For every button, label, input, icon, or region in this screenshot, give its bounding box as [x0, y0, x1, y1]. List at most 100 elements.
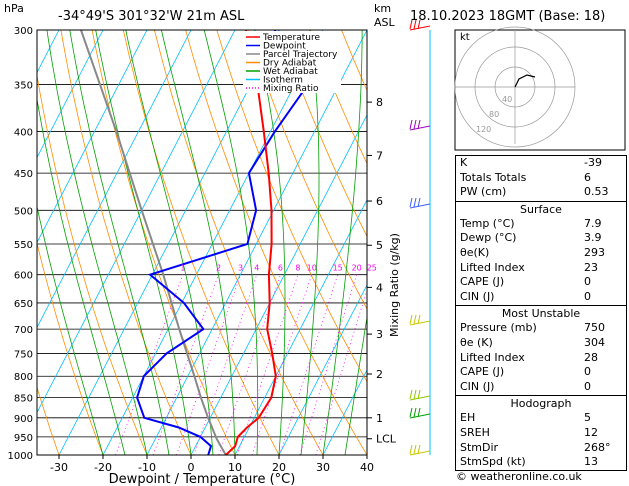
- table-row: CAPE (J) 0: [456, 275, 626, 290]
- height-unit-km: km: [374, 2, 391, 15]
- table-row: EH 5: [456, 411, 626, 426]
- hodograph-unit: kt: [460, 32, 470, 43]
- mixing-ratio-label: 4: [254, 264, 259, 273]
- pressure-tick-label: 400: [14, 128, 33, 139]
- row-value: 23: [584, 260, 598, 274]
- wet-adiabat: [300, 30, 320, 455]
- x-axis-label: Dewpoint / Temperature (°C): [109, 472, 296, 486]
- height-tick-label: 2: [376, 368, 383, 381]
- isotherm: [146, 30, 367, 455]
- wet-adiabat: [125, 30, 214, 455]
- parcel-trajectory-line: [80, 30, 227, 455]
- wind-barb: [409, 444, 431, 456]
- x-tick-label: 40: [360, 461, 374, 474]
- pressure-tick-label: 900: [14, 414, 33, 425]
- wind-barb: [409, 314, 431, 326]
- table-row: θe (K) 304: [456, 336, 626, 351]
- table-row: Totals Totals 6: [456, 171, 626, 186]
- pressure-tick-label: 800: [14, 372, 33, 383]
- row-value: 0.53: [584, 185, 609, 199]
- row-value: 7.9: [584, 216, 602, 230]
- height-tick-label: 5: [376, 239, 383, 252]
- height-tick-label: 8: [376, 96, 383, 109]
- legend-label: Isotherm: [263, 76, 303, 86]
- height-unit-asl: ASL: [374, 16, 396, 29]
- dry-adiabat: [37, 386, 60, 455]
- row-value: 5: [584, 411, 591, 425]
- isotherm: [234, 199, 367, 455]
- table-row: θe(K) 293: [456, 246, 626, 261]
- isotherm: [102, 30, 324, 455]
- mixing-ratio-label: 6: [278, 264, 283, 273]
- hodograph-table-title: Hodograph: [510, 397, 572, 411]
- isotherm: [37, 30, 192, 329]
- height-tick-label: 3: [376, 328, 383, 341]
- wet-adiabat: [344, 314, 367, 455]
- dry-adiabat: [185, 30, 367, 455]
- table-row: Lifted Index 28: [456, 351, 626, 366]
- row-label: EH: [460, 411, 476, 425]
- temperature-line: [225, 30, 277, 455]
- mixing-ratio-line: [218, 274, 281, 455]
- hodograph-table-section: Hodograph EH 5 SREH 12 StmDir 268° StmSpd (kt)…: [456, 395, 626, 469]
- row-label: Totals Totals: [460, 170, 527, 184]
- pressure-tick-label: 550: [14, 240, 33, 251]
- table-row: CIN (J) 0: [456, 380, 626, 395]
- row-label: CAPE (J): [460, 365, 505, 379]
- row-value: 0: [584, 365, 591, 379]
- height-tick-label: 7: [376, 149, 383, 162]
- row-label: CAPE (J): [460, 275, 505, 289]
- hodograph-ring-label: 80: [489, 110, 499, 119]
- table-row: CAPE (J) 0: [456, 365, 626, 380]
- row-label: SREH: [460, 425, 490, 439]
- dewpoint-line: [136, 30, 310, 455]
- row-label: CIN (J): [460, 289, 495, 303]
- mixing-ratio-line: [176, 274, 241, 455]
- mixing-ratio-label: 20: [352, 264, 362, 273]
- mixing-ratio-line: [115, 274, 184, 455]
- row-value: 3.9: [584, 231, 602, 245]
- row-label: Lifted Index: [460, 350, 525, 364]
- mixing-ratio-label: 15: [333, 264, 343, 273]
- table-row: Pressure (mb) 750: [456, 321, 626, 336]
- table-row: StmDir 268°: [456, 441, 626, 456]
- x-tick-label: 20: [272, 461, 286, 474]
- pressure-tick-label: 450: [14, 169, 33, 180]
- credit: © weatheronline.co.uk: [456, 470, 582, 483]
- pressure-tick-label: 500: [14, 206, 33, 217]
- isotherm: [58, 30, 280, 455]
- pressure-unit: hPa: [4, 2, 24, 15]
- wind-barb: [409, 389, 431, 401]
- wind-barb: [409, 19, 431, 31]
- table-row: SREH 12: [456, 426, 626, 441]
- hodograph-ring-label: 120: [476, 125, 491, 134]
- isotherm: [37, 30, 236, 414]
- dry-adiabat: [216, 30, 367, 383]
- surface-title: Surface: [520, 202, 562, 216]
- height-tick-label: 4: [376, 281, 383, 294]
- wet-adiabat: [46, 30, 148, 455]
- mixing-ratio-label: 3: [238, 264, 243, 273]
- pressure-tick-label: 650: [14, 299, 33, 310]
- hodograph-ring-label: 40: [502, 95, 512, 104]
- wet-adiabat: [322, 30, 363, 455]
- x-tick-label: 10: [228, 461, 242, 474]
- row-value: 6: [584, 170, 591, 184]
- legend-label: Wet Adiabat: [263, 67, 318, 77]
- isotherm: [37, 30, 104, 159]
- wind-barb: [409, 119, 431, 131]
- height-tick-label: LCL: [376, 433, 397, 446]
- mixing-ratio-line: [299, 274, 358, 455]
- height-tick-label: 6: [376, 195, 383, 208]
- dry-adiabat: [278, 30, 367, 238]
- mixing-ratio-label: 10: [307, 264, 317, 273]
- row-label: PW (cm): [460, 185, 507, 199]
- isotherm: [0, 30, 15, 455]
- pressure-tick-label: 950: [14, 433, 33, 444]
- mixing-ratio-label: 25: [367, 264, 377, 273]
- x-tick-label: 0: [188, 461, 195, 474]
- legend-label: Parcel Trajectory: [263, 50, 338, 60]
